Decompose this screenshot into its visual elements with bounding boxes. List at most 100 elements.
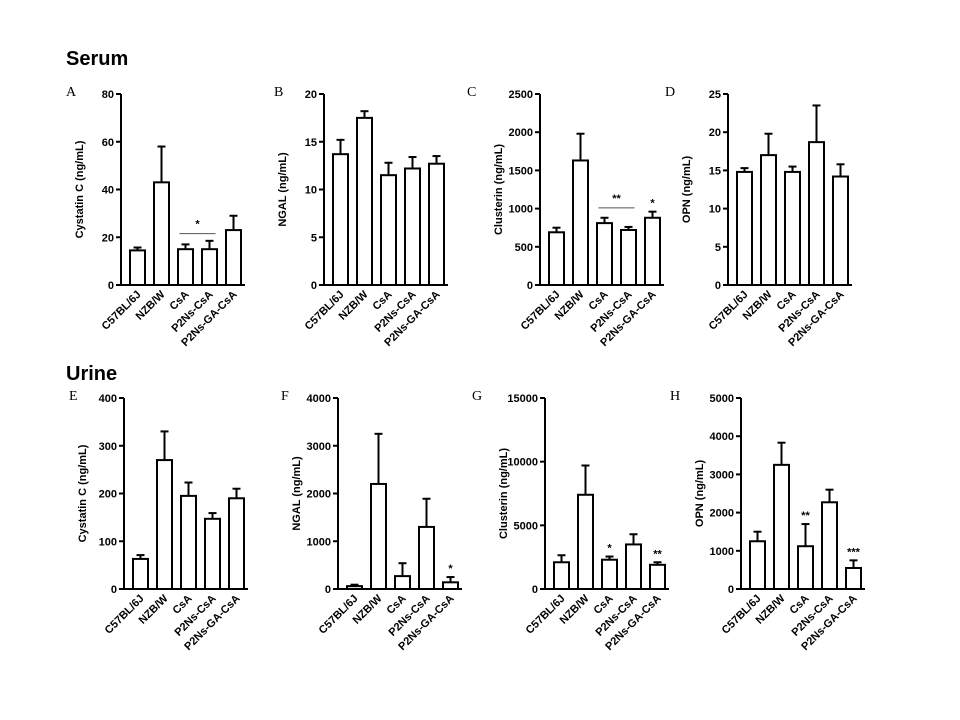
y-tick-label: 2000 xyxy=(509,127,533,139)
y-tick-label: 10 xyxy=(709,204,721,216)
panel-letter: A xyxy=(66,85,77,100)
bar xyxy=(418,525,435,590)
bar xyxy=(784,170,801,286)
y-tick-label: 15 xyxy=(709,165,721,177)
y-tick-label: 0 xyxy=(108,280,114,292)
y-tick-label: 20 xyxy=(709,127,721,139)
y-tick-label: 20 xyxy=(102,232,114,244)
y-tick-label: 1000 xyxy=(710,546,734,558)
y-tick-label: 0 xyxy=(715,280,721,292)
significance-marker: ** xyxy=(801,510,810,522)
panel-letter: C xyxy=(467,85,476,100)
significance-marker: ** xyxy=(653,548,662,560)
y-tick-label: 200 xyxy=(99,489,117,501)
y-axis-title: OPN (ng/mL) xyxy=(694,460,706,528)
y-tick-label: 15 xyxy=(305,137,317,149)
y-tick-label: 1000 xyxy=(509,204,533,216)
bar xyxy=(845,566,862,590)
bar xyxy=(548,231,565,286)
bar xyxy=(596,222,613,286)
bar xyxy=(380,174,397,286)
bar xyxy=(572,159,589,286)
bar xyxy=(177,248,194,286)
bar xyxy=(760,154,777,286)
y-tick-label: 1000 xyxy=(307,536,331,548)
bar xyxy=(404,167,421,287)
y-tick-label: 0 xyxy=(728,584,734,596)
y-tick-label: 10 xyxy=(305,185,317,197)
bar xyxy=(797,545,814,591)
y-tick-label: 0 xyxy=(311,280,317,292)
bar xyxy=(808,141,825,286)
bar xyxy=(180,494,197,591)
y-tick-label: 0 xyxy=(325,584,331,596)
panel-letter: D xyxy=(665,85,675,100)
y-tick-label: 5 xyxy=(715,242,721,254)
panel-letter: F xyxy=(281,389,289,404)
y-tick-label: 2500 xyxy=(509,89,533,101)
bar xyxy=(428,162,445,286)
bar xyxy=(577,493,594,591)
y-tick-label: 100 xyxy=(99,536,117,548)
bar xyxy=(442,581,459,591)
bar xyxy=(620,228,637,287)
section-title-serum: Serum xyxy=(66,48,128,70)
bar xyxy=(601,558,618,590)
y-tick-label: 0 xyxy=(527,280,533,292)
y-tick-label: 40 xyxy=(102,185,114,197)
y-tick-label: 25 xyxy=(709,89,721,101)
significance-marker: * xyxy=(195,219,200,231)
bar xyxy=(773,463,790,591)
significance-marker: * xyxy=(650,198,655,210)
y-axis-title: Cystatin C (ng/mL) xyxy=(74,140,86,238)
y-axis-title: NGAL (ng/mL) xyxy=(277,152,289,227)
bar xyxy=(749,540,766,590)
panel-letter: E xyxy=(69,389,78,404)
y-tick-label: 5000 xyxy=(514,520,538,532)
panel-letter: B xyxy=(274,85,283,100)
y-tick-label: 20 xyxy=(305,89,317,101)
significance-marker: *** xyxy=(847,546,861,558)
bar xyxy=(225,229,242,286)
significance-marker: * xyxy=(607,543,612,555)
bar xyxy=(394,575,411,590)
y-tick-label: 400 xyxy=(99,393,117,405)
y-tick-label: 500 xyxy=(515,242,533,254)
y-tick-label: 4000 xyxy=(710,431,734,443)
bar xyxy=(153,181,170,286)
y-tick-label: 3000 xyxy=(307,441,331,453)
bar xyxy=(129,249,146,287)
section-title-urine: Urine xyxy=(66,363,117,385)
bar xyxy=(644,216,661,287)
bar xyxy=(204,517,221,590)
panel-letter: H xyxy=(670,389,680,404)
y-tick-label: 15000 xyxy=(507,393,538,405)
y-tick-label: 5 xyxy=(311,232,317,244)
y-axis-title: OPN (ng/mL) xyxy=(681,156,693,224)
bar xyxy=(228,497,245,590)
y-tick-label: 5000 xyxy=(710,393,734,405)
y-tick-label: 2000 xyxy=(307,489,331,501)
bar xyxy=(625,543,642,591)
bar xyxy=(156,459,173,591)
bar xyxy=(370,482,387,591)
bar xyxy=(736,170,753,286)
bar xyxy=(201,248,218,286)
y-tick-label: 0 xyxy=(532,584,538,596)
y-axis-title: Clusterin (ng/mL) xyxy=(498,448,510,539)
bar xyxy=(132,557,149,590)
y-axis-title: Cystatin C (ng/mL) xyxy=(77,444,89,542)
panel-letter: G xyxy=(472,389,482,404)
y-tick-label: 3000 xyxy=(710,469,734,481)
y-tick-label: 1500 xyxy=(509,165,533,177)
y-tick-label: 2000 xyxy=(710,508,734,520)
bar xyxy=(649,563,666,590)
y-axis-title: Clusterin (ng/mL) xyxy=(493,144,505,235)
y-tick-label: 80 xyxy=(102,89,114,101)
y-axis-title: NGAL (ng/mL) xyxy=(291,456,303,531)
